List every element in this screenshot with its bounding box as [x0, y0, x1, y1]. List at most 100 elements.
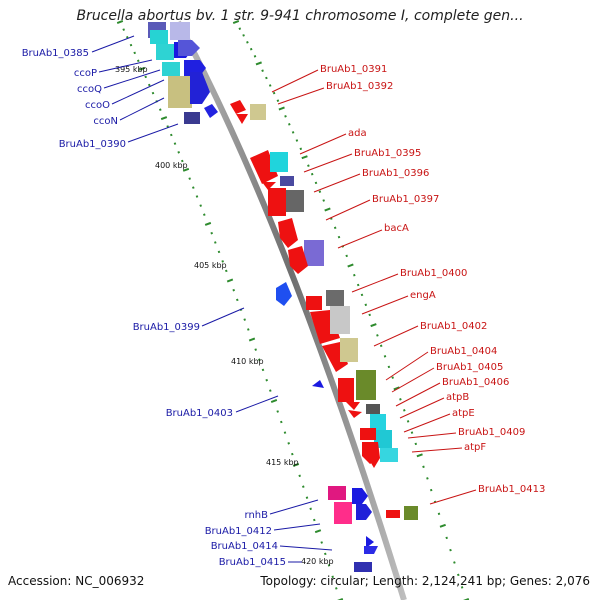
kbp-label: 420 kbp [301, 557, 334, 566]
gene-block[interactable] [374, 430, 392, 448]
leader-line [271, 69, 319, 93]
minor-tick [137, 59, 140, 63]
gene-arrow[interactable] [190, 72, 210, 104]
gene-block[interactable] [156, 44, 174, 60]
major-tick [324, 207, 331, 212]
gene-label[interactable]: BruAb1_0400 [400, 268, 467, 279]
gene-block[interactable] [162, 62, 180, 76]
gene-label[interactable]: BruAb1_0395 [354, 148, 421, 159]
gene-label[interactable]: BruAb1_0390 [59, 139, 126, 150]
major-tick [393, 386, 400, 391]
minor-tick [406, 420, 410, 423]
gene-label[interactable]: BruAb1_0391 [320, 64, 387, 75]
gene-block[interactable] [280, 176, 294, 186]
gene-label[interactable]: BruAb1_0405 [436, 362, 503, 373]
gene-block[interactable] [370, 414, 386, 430]
gene-label[interactable]: ccoP [74, 68, 97, 79]
leader-line [103, 69, 161, 89]
gene-label[interactable]: BruAb1_0414 [211, 541, 278, 552]
gene-block[interactable] [184, 112, 200, 124]
major-tick [314, 529, 322, 534]
gene-block[interactable] [366, 404, 380, 414]
minor-tick [333, 226, 337, 230]
gene-block[interactable] [328, 486, 346, 500]
gene-arrow[interactable] [262, 182, 276, 190]
gene-block[interactable] [354, 562, 372, 572]
gene-block[interactable] [386, 510, 400, 518]
gene-label[interactable]: ccoO [85, 100, 110, 111]
gene-label[interactable]: BruAb1_0396 [362, 168, 429, 179]
gene-arrow[interactable] [346, 402, 360, 410]
major-tick [232, 20, 240, 24]
minor-tick [236, 298, 239, 302]
gene-block[interactable] [250, 104, 266, 120]
leader-line [299, 133, 347, 155]
gene-label[interactable]: rnhB [245, 510, 269, 521]
leader-line [373, 325, 419, 347]
gene-block[interactable] [304, 240, 324, 266]
gene-block[interactable] [170, 22, 190, 40]
gene-arrow[interactable] [312, 380, 324, 388]
minor-tick [360, 293, 364, 297]
leader-line [273, 523, 321, 531]
gene-arrow[interactable] [278, 218, 298, 248]
minor-tick [253, 55, 257, 58]
gene-block[interactable] [338, 378, 354, 402]
minor-tick [265, 76, 268, 80]
kbp-label: 395 kbp [115, 65, 148, 74]
gene-label[interactable]: BruAb1_0404 [430, 346, 497, 357]
gene-block[interactable] [356, 370, 376, 400]
gene-arrow[interactable] [364, 546, 378, 554]
major-tick [116, 20, 124, 24]
gene-block[interactable] [306, 296, 322, 310]
gene-arrow[interactable] [366, 536, 374, 548]
gene-label[interactable]: BruAb1_0399 [133, 322, 200, 333]
minor-tick [221, 260, 224, 263]
gene-arrow[interactable] [236, 114, 248, 124]
minor-tick [192, 186, 195, 189]
gene-block[interactable] [360, 428, 376, 440]
gene-label[interactable]: BruAb1_0402 [420, 321, 487, 332]
minor-tick [151, 91, 155, 95]
gene-label[interactable]: ccoQ [77, 84, 102, 95]
gene-label[interactable]: BruAb1_0415 [219, 557, 286, 568]
gene-arrow[interactable] [288, 246, 308, 274]
gene-arrow[interactable] [368, 458, 380, 468]
gene-arrow[interactable] [356, 504, 372, 520]
minor-tick [298, 474, 301, 478]
gene-block[interactable] [380, 448, 398, 462]
gene-label[interactable]: ada [348, 128, 367, 139]
gene-label[interactable]: engA [410, 290, 436, 301]
gene-arrow[interactable] [230, 100, 246, 114]
gene-label[interactable]: atpB [446, 392, 469, 403]
gene-block[interactable] [270, 152, 288, 172]
gene-block[interactable] [404, 506, 418, 520]
gene-label[interactable]: BruAb1_0385 [22, 48, 89, 59]
gene-block[interactable] [340, 338, 358, 362]
gene-arrow[interactable] [276, 282, 292, 306]
gene-block[interactable] [150, 30, 168, 44]
gene-label[interactable]: bacA [384, 223, 409, 234]
minor-tick [173, 142, 177, 145]
gene-label[interactable]: BruAb1_0392 [326, 81, 393, 92]
gene-arrow[interactable] [352, 488, 368, 504]
gene-label[interactable]: ccoN [93, 116, 118, 127]
gene-block[interactable] [334, 502, 352, 524]
gene-block[interactable] [326, 290, 344, 306]
gene-arrow[interactable] [178, 40, 200, 56]
gene-label[interactable]: atpF [464, 442, 486, 453]
gene-label[interactable]: BruAb1_0409 [458, 427, 525, 438]
gene-label[interactable]: BruAb1_0413 [478, 484, 545, 495]
gene-block[interactable] [286, 190, 304, 212]
gene-arrow[interactable] [204, 104, 218, 118]
gene-label[interactable]: atpE [452, 408, 475, 419]
gene-arrow[interactable] [348, 410, 362, 418]
gene-label[interactable]: BruAb1_0397 [372, 194, 439, 205]
leader-line [235, 395, 279, 413]
gene-label[interactable]: BruAb1_0412 [205, 526, 272, 537]
gene-block[interactable] [168, 76, 192, 108]
gene-label[interactable]: BruAb1_0406 [442, 377, 509, 388]
gene-label[interactable]: BruAb1_0403 [166, 408, 233, 419]
gene-block[interactable] [330, 306, 350, 334]
gene-block[interactable] [268, 188, 286, 216]
